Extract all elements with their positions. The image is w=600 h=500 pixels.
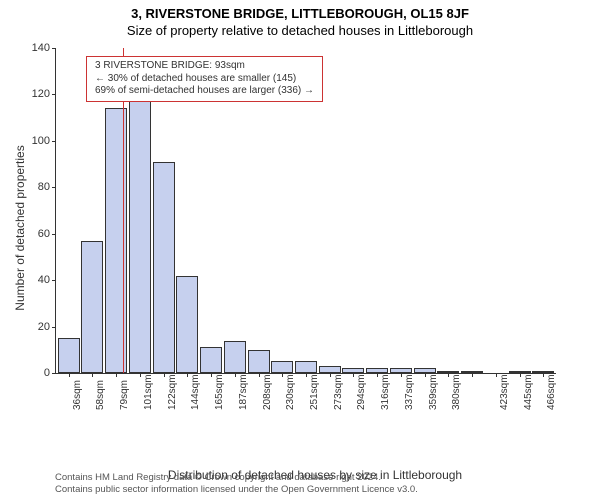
y-tick-mark — [52, 48, 56, 49]
info-line3: 69% of semi-detached houses are larger (… — [95, 85, 314, 98]
y-tick-label: 80 — [20, 181, 50, 193]
x-tick-label: 251sqm — [309, 374, 320, 410]
plot-region: 3 RIVERSTONE BRIDGE: 93sqm ← 30% of deta… — [55, 48, 556, 374]
histogram-bar — [105, 108, 127, 373]
x-tick-mark — [164, 373, 165, 377]
x-tick-label: 337sqm — [404, 374, 415, 410]
x-tick-mark — [543, 373, 544, 377]
x-tick-label: 294sqm — [356, 374, 367, 410]
x-tick-mark — [306, 373, 307, 377]
histogram-bar — [176, 276, 198, 374]
y-tick-label: 40 — [20, 274, 50, 286]
x-tick-mark — [92, 373, 93, 377]
histogram-bar — [200, 347, 222, 373]
y-tick-label: 120 — [20, 88, 50, 100]
chart-container: 3, RIVERSTONE BRIDGE, LITTLEBOROUGH, OL1… — [0, 0, 600, 500]
x-tick-mark — [140, 373, 141, 377]
y-tick-mark — [52, 280, 56, 281]
y-tick-label: 60 — [20, 228, 50, 240]
y-tick-mark — [52, 234, 56, 235]
x-tick-label: 273sqm — [333, 374, 344, 410]
y-tick-mark — [52, 373, 56, 374]
x-tick-mark — [282, 373, 283, 377]
x-tick-mark — [211, 373, 212, 377]
x-tick-label: 230sqm — [285, 374, 296, 410]
x-tick-mark — [377, 373, 378, 377]
y-tick-label: 100 — [20, 135, 50, 147]
x-tick-mark — [496, 373, 497, 377]
y-tick-mark — [52, 94, 56, 95]
footer-line1: Contains HM Land Registry data © Crown c… — [55, 472, 575, 484]
y-tick-label: 0 — [20, 367, 50, 379]
x-tick-mark — [353, 373, 354, 377]
x-tick-label: 122sqm — [167, 374, 178, 410]
footer-line2: Contains public sector information licen… — [55, 484, 575, 496]
x-tick-mark — [259, 373, 260, 377]
x-tick-mark — [69, 373, 70, 377]
x-tick-label: 58sqm — [95, 380, 106, 410]
x-tick-label: 423sqm — [499, 374, 510, 410]
y-tick-mark — [52, 141, 56, 142]
histogram-bar — [81, 241, 103, 373]
x-tick-mark — [235, 373, 236, 377]
footer-attribution: Contains HM Land Registry data © Crown c… — [55, 472, 575, 496]
x-tick-label: 359sqm — [428, 374, 439, 410]
x-tick-label: 208sqm — [262, 374, 273, 410]
y-tick-mark — [52, 187, 56, 188]
x-tick-mark — [472, 373, 473, 377]
info-annotation-box: 3 RIVERSTONE BRIDGE: 93sqm ← 30% of deta… — [86, 56, 323, 102]
histogram-bar — [153, 162, 175, 373]
x-tick-label: 36sqm — [72, 380, 83, 410]
info-line2: ← 30% of detached houses are smaller (14… — [95, 73, 314, 86]
chart-area: Number of detached properties 3 RIVERSTO… — [55, 48, 575, 408]
histogram-bar — [129, 99, 151, 373]
y-tick-label: 20 — [20, 321, 50, 333]
title-line2: Size of property relative to detached ho… — [0, 21, 600, 38]
x-tick-label: 165sqm — [214, 374, 225, 410]
x-tick-mark — [401, 373, 402, 377]
x-tick-label: 144sqm — [190, 374, 201, 410]
histogram-bar — [295, 361, 317, 373]
histogram-bar — [271, 361, 293, 373]
x-tick-mark — [425, 373, 426, 377]
y-tick-label: 140 — [20, 42, 50, 54]
histogram-bar — [248, 350, 270, 373]
info-line1: 3 RIVERSTONE BRIDGE: 93sqm — [95, 60, 314, 73]
x-tick-mark — [116, 373, 117, 377]
title-line1: 3, RIVERSTONE BRIDGE, LITTLEBOROUGH, OL1… — [0, 0, 600, 21]
x-tick-label: 380sqm — [451, 374, 462, 410]
x-tick-label: 316sqm — [380, 374, 391, 410]
x-tick-mark — [448, 373, 449, 377]
x-tick-mark — [520, 373, 521, 377]
y-tick-mark — [52, 327, 56, 328]
histogram-bar — [58, 338, 80, 373]
x-tick-label: 466sqm — [546, 374, 557, 410]
x-tick-mark — [330, 373, 331, 377]
x-tick-label: 187sqm — [238, 374, 249, 410]
histogram-bar — [224, 341, 246, 374]
x-tick-label: 79sqm — [119, 380, 130, 410]
x-tick-mark — [187, 373, 188, 377]
histogram-bar — [319, 366, 341, 373]
x-tick-label: 101sqm — [143, 374, 154, 410]
x-tick-label: 445sqm — [523, 374, 534, 410]
